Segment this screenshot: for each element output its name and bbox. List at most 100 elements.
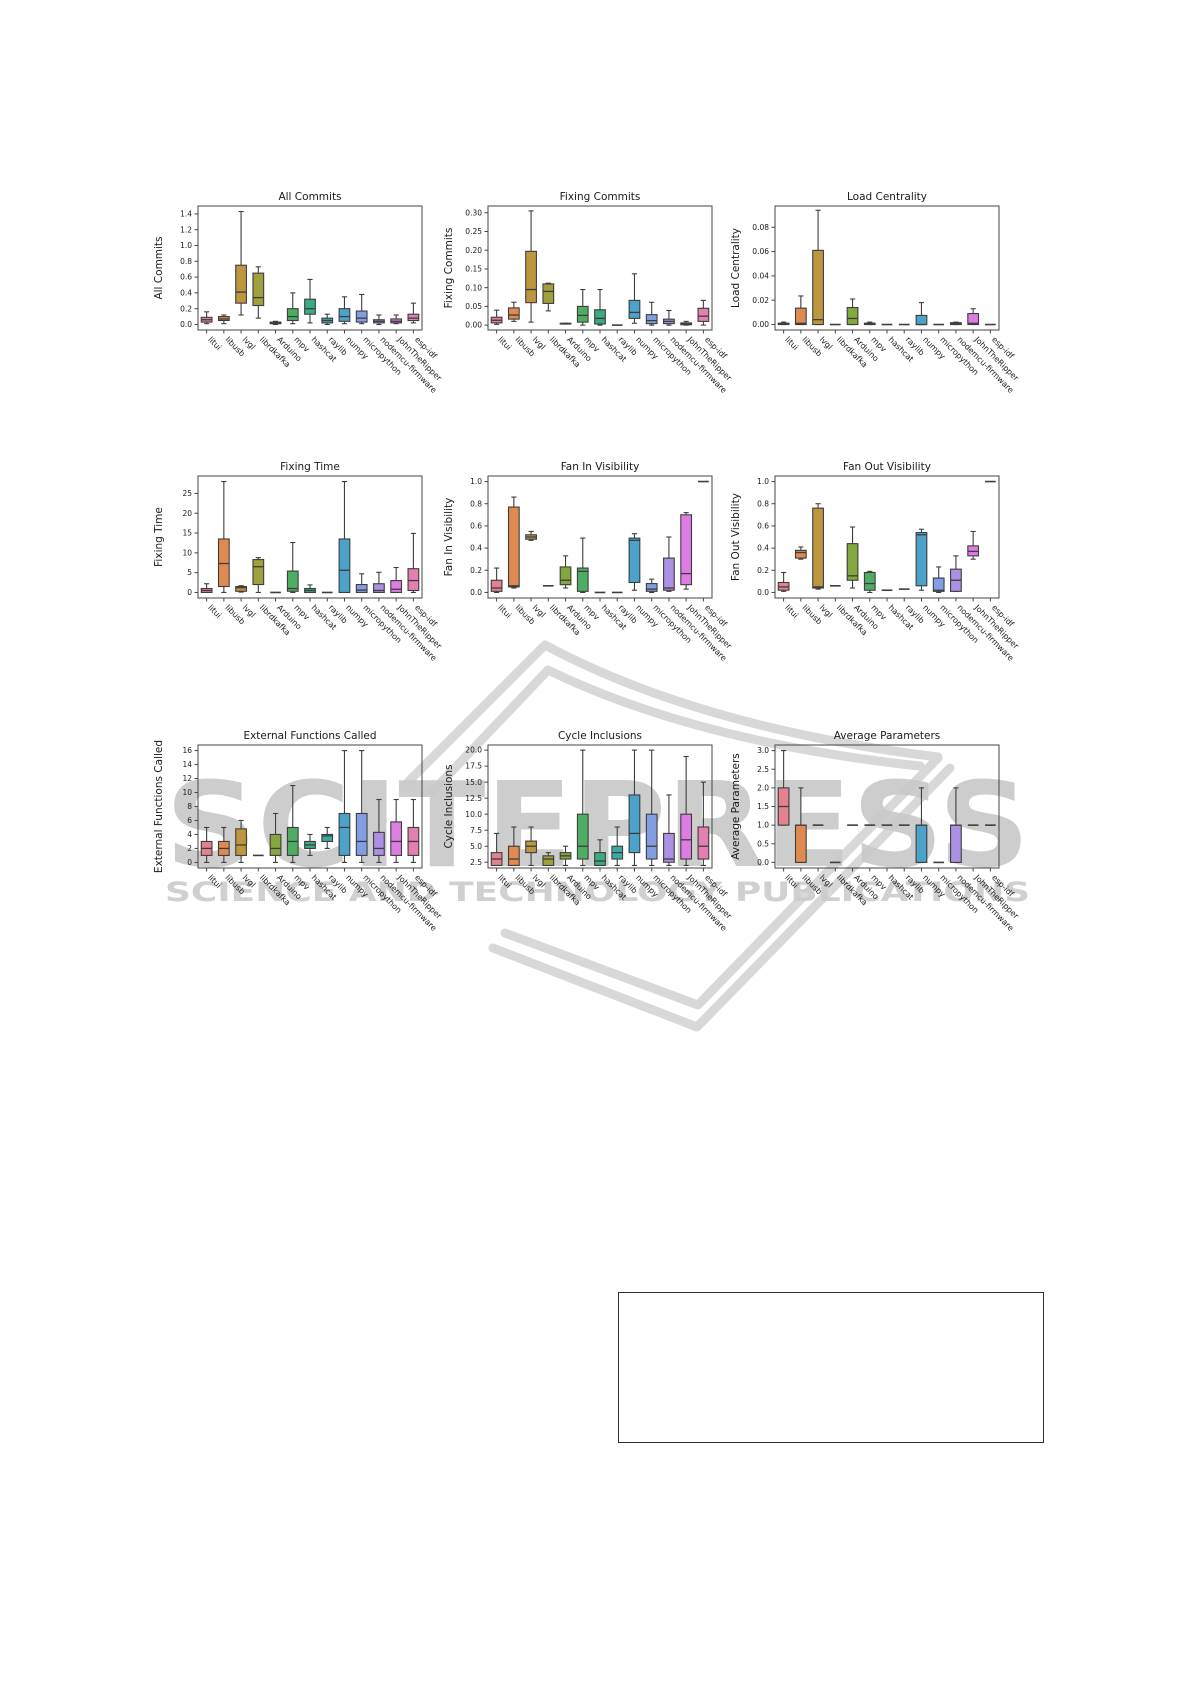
- iqr-box: [542, 855, 555, 866]
- box-litui: litui: [200, 583, 223, 620]
- y-tick-label: 0.05: [465, 302, 482, 311]
- box-litui: litui: [777, 571, 800, 620]
- axes-frame: [774, 475, 1000, 599]
- chart-title: Fan In Visibility: [561, 461, 640, 473]
- y-tick-label: 0.0: [470, 588, 482, 597]
- y-tick-label: 10.0: [465, 810, 482, 819]
- logo-swoosh-outer: [500, 753, 943, 1010]
- box-lvgl: lvgl: [812, 824, 834, 890]
- iqr-box: [915, 824, 928, 863]
- box-librdkafka: librdkafka: [542, 282, 582, 369]
- x-tick-label: litui: [496, 603, 513, 620]
- box-litui: litui: [777, 321, 800, 352]
- iqr-box: [338, 538, 351, 594]
- logo-roof-outer: [403, 640, 943, 787]
- y-axis-label: External Functions Called: [153, 740, 165, 873]
- box-litui: litui: [777, 750, 800, 890]
- iqr-box: [507, 307, 520, 320]
- chart-title: All Commits: [278, 191, 341, 203]
- chart-title: External Functions Called: [243, 730, 376, 742]
- y-tick-label: 8: [187, 802, 192, 811]
- y-tick-label: 1.0: [470, 477, 482, 486]
- logo-roof-inner: [427, 665, 925, 797]
- y-tick-label: 12.5: [465, 794, 482, 803]
- watermark-subtitle: SCIENCE AND TECHNOLOGY PUBLICATIONS: [165, 877, 1030, 908]
- iqr-box: [407, 313, 420, 322]
- box-mpv: mpv: [286, 541, 311, 622]
- y-tick-label: 1.0: [757, 821, 769, 830]
- box-esp-idf: esp-idf: [698, 480, 729, 629]
- iqr-box: [594, 309, 606, 325]
- boxplot-external-functions-called: External Functions Called External Functi…: [153, 730, 444, 933]
- iqr-box: [645, 813, 658, 860]
- x-tick-label: litui: [206, 603, 223, 620]
- y-tick-label: 16: [182, 746, 192, 755]
- y-tick-label: 15.0: [465, 778, 482, 787]
- iqr-box: [355, 583, 368, 594]
- iqr-box: [576, 305, 589, 323]
- x-tick-label: litui: [496, 873, 513, 890]
- y-tick-label: 0.5: [757, 839, 769, 848]
- chart-title: Fixing Time: [280, 461, 340, 473]
- iqr-box: [373, 583, 385, 594]
- y-axis-label: Fan In Visibility: [443, 498, 455, 577]
- iqr-box: [286, 308, 299, 322]
- y-tick-label: 15: [182, 529, 192, 538]
- iqr-box: [846, 543, 859, 581]
- y-tick-label: 0.02: [752, 296, 769, 305]
- boxplot-cycle-inclusions: Cycle Inclusions Cycle Inclusions 2.5 5.0 7.…: [443, 730, 734, 933]
- y-tick-label: 0.04: [752, 272, 769, 281]
- iqr-box: [812, 249, 824, 326]
- y-axis-label: Fixing Time: [153, 507, 165, 567]
- iqr-box: [645, 314, 658, 325]
- y-tick-label: 0.8: [180, 257, 192, 266]
- box-hashcat: hashcat: [594, 288, 628, 364]
- iqr-box: [794, 307, 807, 326]
- box-libusb: libusb: [217, 314, 247, 358]
- iqr-box: [680, 813, 693, 860]
- y-tick-label: 1.0: [757, 477, 769, 486]
- y-tick-label: 0.6: [180, 273, 192, 282]
- iqr-box: [321, 833, 334, 842]
- iqr-box: [915, 314, 928, 326]
- iqr-box: [663, 832, 675, 863]
- iqr-box: [967, 313, 980, 326]
- iqr-box: [542, 283, 555, 304]
- iqr-box: [794, 824, 807, 863]
- iqr-box: [252, 559, 265, 586]
- iqr-box: [390, 821, 403, 856]
- boxplot-all-commits: All Commits All Commits 0.0 0.2 0.4 0.6 0.8 1.0…: [153, 191, 444, 395]
- y-tick-label: 0.6: [470, 522, 482, 531]
- y-tick-label: 0.15: [465, 265, 482, 274]
- y-axis-label: Fixing Commits: [443, 228, 455, 309]
- iqr-box: [235, 828, 247, 856]
- y-tick-label: 0.00: [752, 320, 769, 329]
- y-tick-label: 2.5: [470, 858, 482, 867]
- iqr-box: [252, 272, 265, 307]
- iqr-box: [407, 568, 420, 592]
- box-librdkafka: librdkafka: [252, 557, 292, 637]
- y-tick-label: 0.25: [465, 227, 482, 236]
- y-axis-label: Fan Out Visibility: [730, 493, 742, 581]
- x-tick-label: litui: [496, 335, 513, 352]
- y-tick-label: 0.4: [757, 544, 769, 553]
- box-libusb: libusb: [217, 480, 247, 626]
- iqr-box: [628, 794, 641, 854]
- y-tick-label: 1.4: [180, 209, 192, 218]
- y-tick-label: 0.4: [470, 544, 482, 553]
- y-tick-label: 0.8: [757, 499, 769, 508]
- y-tick-label: 4: [187, 830, 192, 839]
- iqr-box: [286, 570, 299, 592]
- y-tick-label: 0: [187, 858, 192, 867]
- iqr-box: [697, 307, 710, 322]
- y-tick-label: 25: [182, 489, 192, 498]
- y-tick-label: 0.6: [757, 522, 769, 531]
- boxplot-fan-in-visibility: Fan In Visibility Fan In Visibility 0.0 0.2…: [443, 461, 734, 663]
- iqr-box: [915, 532, 928, 587]
- y-tick-label: 0.00: [465, 321, 482, 330]
- x-tick-label: litui: [206, 335, 223, 352]
- iqr-box: [559, 566, 572, 586]
- iqr-box: [812, 507, 824, 589]
